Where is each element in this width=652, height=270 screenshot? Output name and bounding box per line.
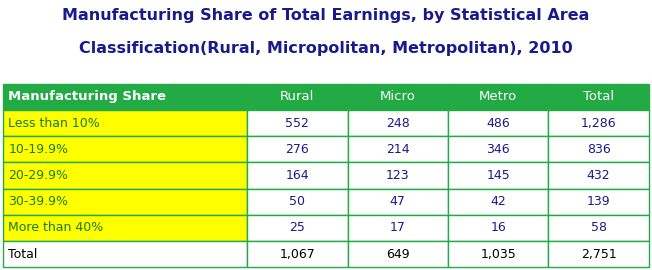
Text: 58: 58 [591, 221, 606, 234]
Text: 17: 17 [390, 221, 406, 234]
Text: 123: 123 [386, 169, 409, 182]
Text: 50: 50 [289, 195, 305, 208]
Text: Classification(Rural, Micropolitan, Metropolitan), 2010: Classification(Rural, Micropolitan, Metr… [79, 40, 573, 56]
Text: 214: 214 [386, 143, 409, 156]
Text: 25: 25 [289, 221, 305, 234]
Text: 1,286: 1,286 [581, 117, 616, 130]
Text: 164: 164 [286, 169, 309, 182]
Text: 1,067: 1,067 [280, 248, 315, 261]
Text: 145: 145 [486, 169, 510, 182]
Text: 16: 16 [490, 221, 506, 234]
Text: Rural: Rural [280, 90, 314, 103]
Text: Micro: Micro [379, 90, 416, 103]
Text: 836: 836 [587, 143, 610, 156]
Text: Less than 10%: Less than 10% [8, 117, 100, 130]
Text: 30-39.9%: 30-39.9% [8, 195, 68, 208]
Text: Manufacturing Share of Total Earnings, by Statistical Area: Manufacturing Share of Total Earnings, b… [63, 8, 589, 23]
Text: 276: 276 [286, 143, 309, 156]
Text: 1,035: 1,035 [481, 248, 516, 261]
Text: 2,751: 2,751 [581, 248, 616, 261]
Text: More than 40%: More than 40% [8, 221, 104, 234]
Text: 346: 346 [486, 143, 510, 156]
Text: Metro: Metro [479, 90, 517, 103]
Text: 649: 649 [386, 248, 409, 261]
Text: Total: Total [8, 248, 38, 261]
Text: Total: Total [583, 90, 614, 103]
Text: 432: 432 [587, 169, 610, 182]
Text: 20-29.9%: 20-29.9% [8, 169, 68, 182]
Text: 248: 248 [386, 117, 409, 130]
Text: Manufacturing Share: Manufacturing Share [8, 90, 166, 103]
Text: 42: 42 [490, 195, 506, 208]
Text: 552: 552 [286, 117, 309, 130]
Text: 486: 486 [486, 117, 510, 130]
Text: 47: 47 [390, 195, 406, 208]
Text: 10-19.9%: 10-19.9% [8, 143, 68, 156]
Text: 139: 139 [587, 195, 610, 208]
